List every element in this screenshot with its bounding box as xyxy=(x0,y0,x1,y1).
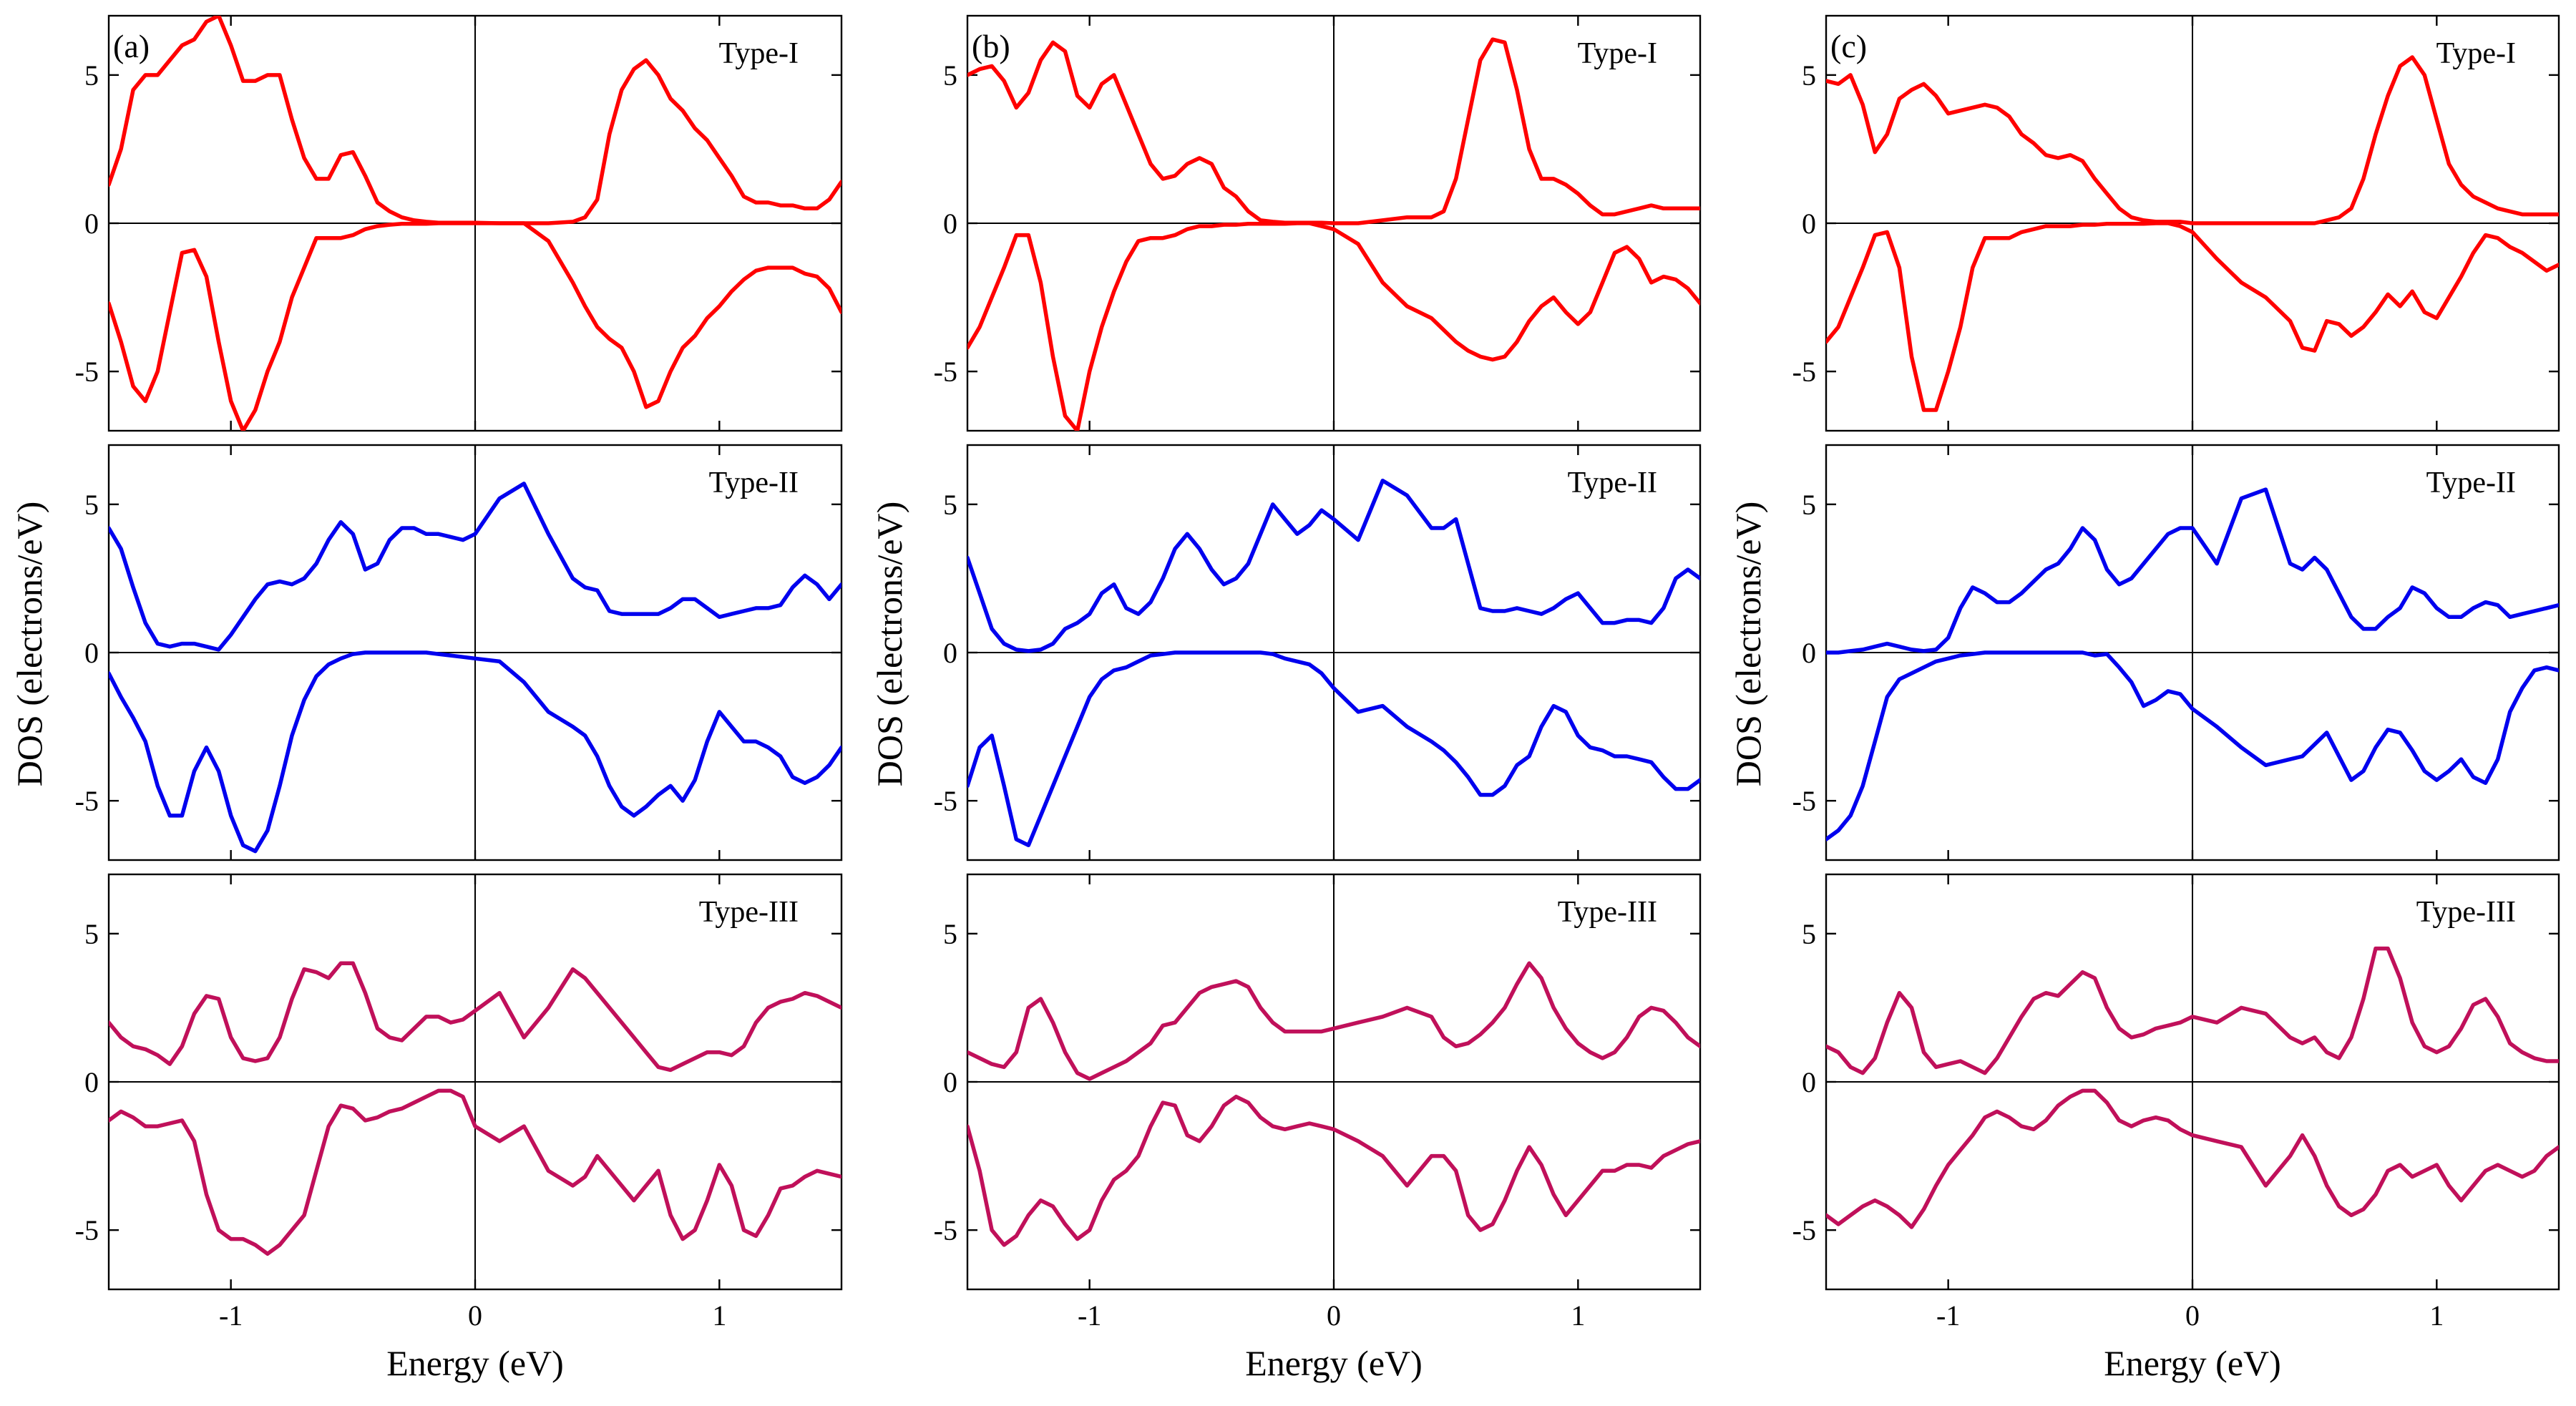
panel-a-type-ii: -5 0 5 Type-II xyxy=(75,444,843,861)
panel-c-type-i: -5 0 5 Type-I (c) xyxy=(1792,14,2560,432)
y-tick-label: 0 xyxy=(84,1066,99,1098)
y-tick-label: -5 xyxy=(934,356,957,388)
spin-down-dos-curve xyxy=(1826,221,2559,412)
spin-up-dos-curve xyxy=(109,961,841,1073)
y-axis-label-col-c: DOS (electrons/eV) xyxy=(1728,502,1768,787)
x-axis-label-col-c: Energy (eV) xyxy=(2104,1343,2281,1383)
y-tick-label: 5 xyxy=(943,918,957,950)
spin-up-dos-curve xyxy=(967,961,1700,1081)
y-axis-label-col-a: DOS (electrons/eV) xyxy=(9,502,49,787)
spin-down-dos-curve xyxy=(109,221,841,431)
x-axis-label-col-a: Energy (eV) xyxy=(386,1343,564,1383)
type-label: Type-II xyxy=(2426,467,2516,499)
spin-up-dos-curve xyxy=(1826,946,2559,1075)
spin-up-dos-curve xyxy=(1826,487,2559,655)
y-tick-label: -5 xyxy=(934,785,957,817)
spin-down-dos-curve xyxy=(967,650,1700,848)
y-tick-label: 5 xyxy=(84,918,99,950)
panel-c-type-ii: -5 0 5 Type-II xyxy=(1792,444,2560,861)
y-tick-label: 0 xyxy=(84,637,99,669)
y-tick-label: 0 xyxy=(84,208,99,240)
y-tick-label: 0 xyxy=(943,208,957,240)
panel-label: (b) xyxy=(972,28,1010,64)
y-tick-label: 5 xyxy=(1802,918,1816,950)
panel-b-type-ii: -5 0 5 Type-II xyxy=(934,444,1702,861)
y-tick-label: 5 xyxy=(84,59,99,92)
panel-label: (a) xyxy=(113,28,150,64)
y-tick-label: 0 xyxy=(1802,208,1816,240)
y-tick-label: 5 xyxy=(1802,59,1816,92)
x-tick-label: -1 xyxy=(219,1299,243,1332)
y-tick-label: 5 xyxy=(943,59,957,92)
type-label: Type-III xyxy=(1558,896,1657,929)
spin-down-dos-curve xyxy=(967,221,1700,431)
x-tick-label: 0 xyxy=(468,1299,482,1332)
type-label: Type-I xyxy=(2436,37,2516,70)
x-tick-label: -1 xyxy=(1078,1299,1101,1332)
y-tick-label: -5 xyxy=(934,1214,957,1246)
x-axis-label-col-b: Energy (eV) xyxy=(1245,1343,1423,1383)
y-tick-label: 5 xyxy=(943,489,957,521)
x-tick-label: 1 xyxy=(2429,1299,2444,1332)
y-tick-label: 0 xyxy=(943,637,957,669)
x-tick-label: 0 xyxy=(2185,1299,2200,1332)
panel-a-type-iii: -5 0 5 -1 0 1 Type-III xyxy=(75,873,843,1332)
spin-down-dos-curve xyxy=(109,1088,841,1256)
y-tick-label: -5 xyxy=(75,356,99,388)
spin-down-dos-curve xyxy=(1826,650,2559,841)
spin-up-dos-curve xyxy=(967,478,1700,653)
spin-down-dos-curve xyxy=(109,650,841,854)
type-label: Type-III xyxy=(699,896,799,929)
y-tick-label: 5 xyxy=(84,489,99,521)
y-tick-label: 5 xyxy=(1802,489,1816,521)
y-axis-label-col-b: DOS (electrons/eV) xyxy=(869,502,909,787)
spin-up-dos-curve xyxy=(109,482,841,652)
x-tick-label: 1 xyxy=(712,1299,726,1332)
y-tick-label: 0 xyxy=(943,1066,957,1098)
y-tick-label: -5 xyxy=(1792,356,1816,388)
y-tick-label: 0 xyxy=(1802,637,1816,669)
x-tick-label: -1 xyxy=(1936,1299,1960,1332)
type-label: Type-I xyxy=(1578,37,1657,70)
type-label: Type-I xyxy=(719,37,799,70)
panel-a-type-i: -5 0 5 Type-I (a) xyxy=(75,14,843,432)
type-label: Type-II xyxy=(1568,467,1657,499)
panel-b-type-i: -5 0 5 Type-I (b) xyxy=(934,14,1702,432)
y-tick-label: -5 xyxy=(75,1214,99,1246)
panel-c-type-iii: -5 0 5 -1 0 1 Type-III xyxy=(1792,873,2560,1332)
x-tick-label: 0 xyxy=(1327,1299,1341,1332)
y-tick-label: -5 xyxy=(1792,785,1816,817)
x-tick-label: 1 xyxy=(1571,1299,1585,1332)
spin-down-dos-curve xyxy=(1826,1088,2559,1229)
panel-b-type-iii: -5 0 5 -1 0 1 Type-III xyxy=(934,873,1702,1332)
type-label: Type-II xyxy=(709,467,799,499)
y-tick-label: -5 xyxy=(1792,1214,1816,1246)
panel-label: (c) xyxy=(1830,28,1867,64)
type-label: Type-III xyxy=(2416,896,2516,929)
spin-down-dos-curve xyxy=(967,1094,1700,1247)
y-tick-label: 0 xyxy=(1802,1066,1816,1098)
y-tick-label: -5 xyxy=(75,785,99,817)
